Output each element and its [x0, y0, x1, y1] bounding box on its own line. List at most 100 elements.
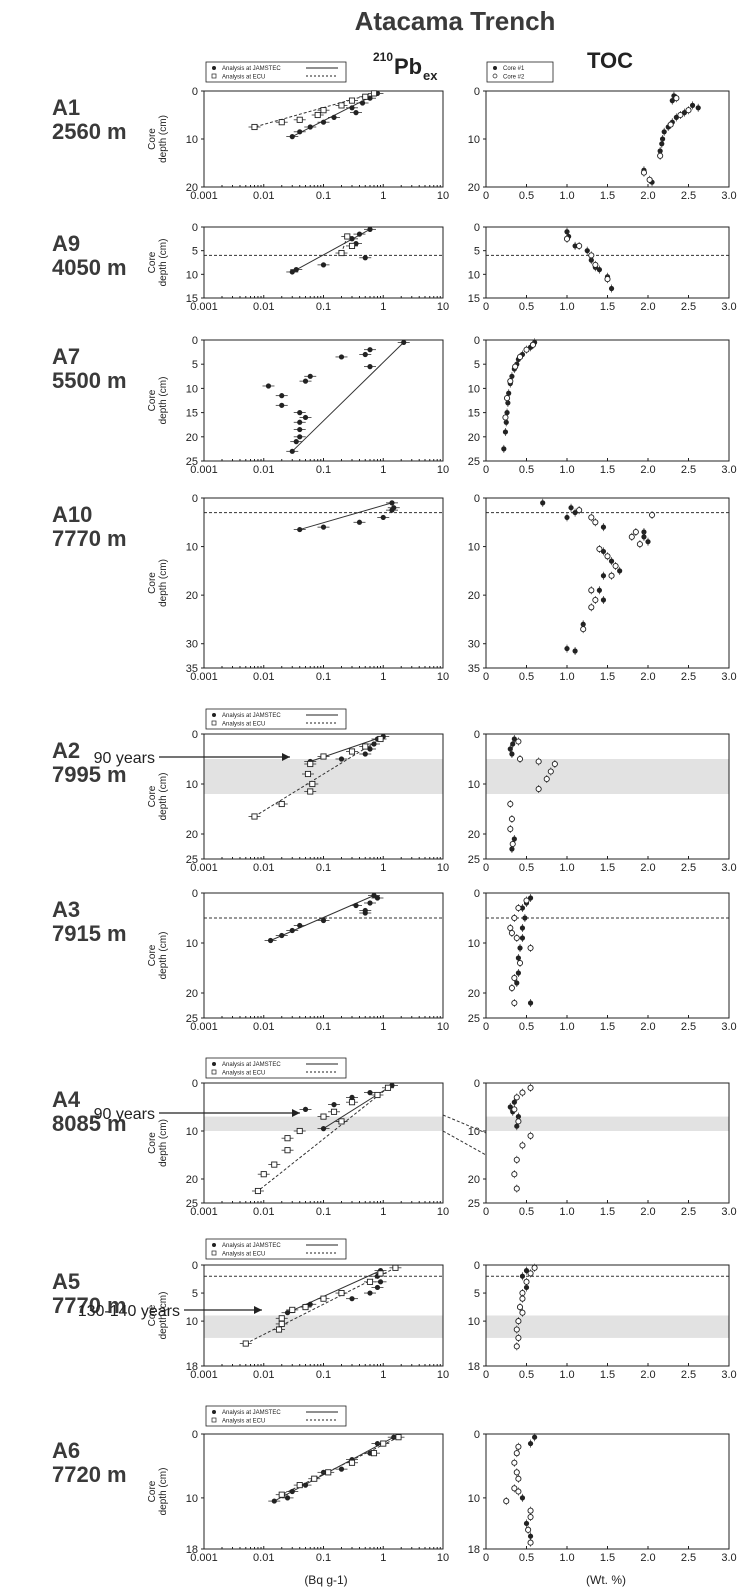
x-tick-label: 1.0	[559, 464, 574, 476]
core2-point	[527, 1084, 534, 1091]
x-tick-label: 10	[437, 671, 449, 683]
x-tick-label: 0.01	[253, 190, 274, 202]
core1-point	[511, 1099, 517, 1105]
x-tick-label: 1.5	[600, 301, 615, 313]
ecu-point	[330, 1108, 338, 1115]
y-tick-label: 15	[468, 293, 480, 305]
y-tick-label: 0	[192, 86, 198, 98]
shaded-interval	[486, 1315, 729, 1338]
ecu-point	[377, 1270, 384, 1277]
y-tick-label: 5	[192, 246, 198, 258]
core2-point	[516, 959, 524, 967]
pb-subplot: 0 5 10 150.001 0.01 0.1 1 10	[186, 222, 449, 313]
core2-point	[646, 176, 653, 183]
y-tick-label: 10	[468, 383, 480, 395]
x-tick-label: 2.0	[640, 464, 655, 476]
x-tick-label: 0.001	[190, 464, 218, 476]
jamstec-point	[367, 1290, 373, 1296]
x-tick-label: 0	[483, 190, 489, 202]
x-tick-label: 1.5	[600, 1206, 615, 1218]
x-tick-label: 3.0	[721, 1021, 736, 1033]
x-tick-label: 10	[437, 1206, 449, 1218]
core2-point	[677, 111, 684, 119]
x-tick-label: 2.5	[681, 1206, 696, 1218]
y-axis-label: Coredepth (cm)	[147, 773, 169, 821]
ecu-point	[348, 748, 356, 755]
ecu-point	[251, 123, 258, 131]
x-tick-label: 3.0	[721, 1206, 736, 1218]
legend-ecu-label: Analysis at ECU	[222, 1071, 265, 1077]
x-tick-label: 2.5	[681, 671, 696, 683]
core2-point	[513, 934, 520, 942]
core2-point	[685, 107, 692, 114]
core2-point	[513, 1156, 520, 1163]
jamstec-point	[289, 134, 295, 140]
core2-point	[529, 341, 537, 348]
y-tick-label: 10	[468, 1493, 480, 1505]
x-tick-label: 0	[483, 671, 489, 683]
x-tick-label: 0.01	[253, 671, 274, 683]
x-tick-label: 2.0	[640, 1206, 655, 1218]
y-tick-label: 0	[474, 493, 480, 505]
legend-ecu-label: Analysis at ECU	[222, 75, 265, 81]
ecu-point	[311, 1475, 318, 1482]
jamstec-point	[289, 927, 295, 934]
core1-point	[600, 573, 607, 579]
legend-box	[205, 1405, 347, 1427]
y-tick-label: 10	[186, 542, 198, 554]
y-tick-label: 10	[468, 134, 480, 146]
site-label: A3	[52, 897, 80, 922]
x-tick-label: 0.1	[316, 671, 331, 683]
jamstec-point	[353, 902, 359, 909]
legend-box	[205, 61, 347, 83]
core2-point	[636, 541, 643, 548]
jamstec-fit-line	[291, 342, 405, 452]
core2-point	[515, 904, 522, 912]
jamstec-point	[302, 1106, 309, 1112]
x-tick-label: 0.1	[316, 464, 331, 476]
x-unit-right: (Wt. %)	[586, 1573, 626, 1587]
core2-point	[640, 169, 648, 176]
y-tick-label: 10	[186, 779, 198, 791]
core2-point	[527, 1507, 534, 1514]
x-tick-label: 1	[380, 1021, 386, 1033]
core2-point	[515, 738, 522, 745]
y-tick-label: 0	[192, 222, 198, 234]
y-tick-label: 20	[468, 182, 480, 194]
core1-point	[519, 935, 526, 941]
ecu-point	[325, 1469, 332, 1476]
x-tick-label: 0.5	[519, 301, 534, 313]
legend-jamstec-label: Analysis at JAMSTEC	[222, 66, 281, 72]
core1-point	[527, 1440, 534, 1447]
y-tick-label: 18	[468, 1361, 480, 1373]
y-tick-label: 0	[192, 1078, 198, 1090]
x-tick-label: 1.0	[559, 1552, 574, 1564]
core1-point	[695, 105, 701, 111]
core2-point	[667, 121, 674, 128]
y-tick-label: 10	[468, 1316, 480, 1328]
y-tick-label: 20	[186, 829, 198, 841]
x-tick-label: 1.5	[600, 464, 615, 476]
core2-point	[592, 261, 599, 268]
x-tick-label: 3.0	[721, 1369, 736, 1381]
core2-point	[502, 414, 509, 421]
core2-point	[504, 395, 511, 402]
core2-point	[511, 1459, 518, 1466]
legend-ecu-marker	[211, 1250, 217, 1256]
y-tick-label: 25	[186, 1013, 198, 1025]
core2-point	[588, 252, 595, 259]
legend-core2-label: Core #2	[503, 75, 525, 81]
annotation-A4: 90 years	[94, 1106, 300, 1123]
annotation-label: 90 years	[94, 750, 155, 767]
ecu-point	[384, 1084, 392, 1091]
core2-point	[513, 1343, 520, 1350]
site-depth-label: 8085 m	[52, 1111, 127, 1136]
core1-point	[527, 1533, 534, 1539]
axes-frame	[203, 892, 444, 1019]
core2-point	[515, 1488, 522, 1495]
core2-point	[508, 984, 515, 992]
axes-frame	[203, 1082, 444, 1204]
